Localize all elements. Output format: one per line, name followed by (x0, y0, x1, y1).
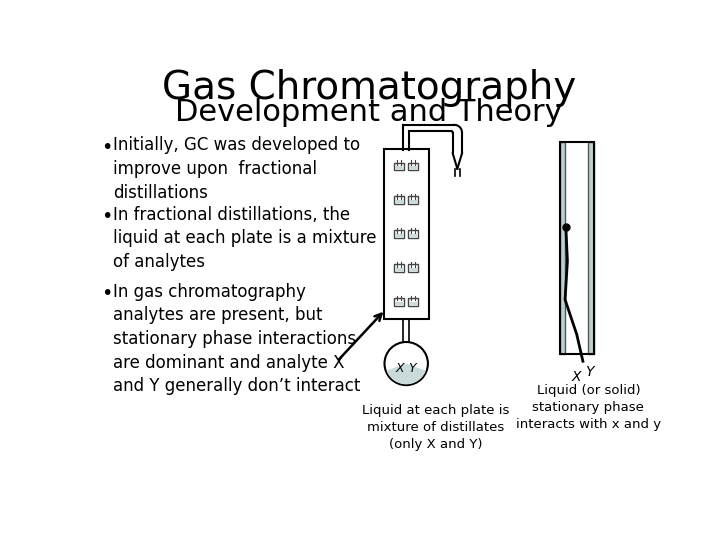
Bar (408, 163, 418, 170)
Bar (408, 264, 418, 272)
Bar (409, 200, 418, 204)
Text: Y: Y (408, 362, 415, 375)
Text: •: • (102, 207, 113, 226)
Bar (394, 298, 404, 306)
Bar (395, 301, 403, 305)
Text: Liquid at each plate is
mixture of distillates
(only X and Y): Liquid at each plate is mixture of disti… (362, 403, 509, 450)
Bar (409, 166, 418, 170)
Text: Liquid (or solid)
stationary phase
interacts with x and y: Liquid (or solid) stationary phase inter… (516, 384, 661, 431)
Text: X: X (396, 362, 405, 375)
Bar (394, 264, 404, 272)
Bar (565, 142, 588, 354)
Text: Y: Y (585, 365, 593, 379)
Text: Initially, GC was developed to
improve upon  fractional
distillations: Initially, GC was developed to improve u… (113, 137, 361, 201)
Bar (394, 163, 404, 170)
Bar (395, 234, 403, 237)
Text: In gas chromatography
analytes are present, but
stationary phase interactions
ar: In gas chromatography analytes are prese… (113, 283, 361, 395)
Bar (394, 231, 404, 238)
Text: •: • (102, 284, 113, 303)
Text: •: • (102, 138, 113, 157)
Bar (394, 197, 404, 204)
Text: In fractional distillations, the
liquid at each plate is a mixture
of analytes: In fractional distillations, the liquid … (113, 206, 377, 271)
Wedge shape (387, 363, 426, 384)
Text: Gas Chromatography: Gas Chromatography (162, 69, 576, 107)
Bar (395, 268, 403, 271)
Bar (395, 200, 403, 204)
Bar (588, 142, 594, 354)
Bar (409, 234, 418, 237)
Bar (559, 142, 594, 354)
Text: X: X (572, 370, 582, 384)
Bar (408, 298, 418, 306)
Text: Development and Theory: Development and Theory (175, 98, 563, 127)
Bar (559, 142, 565, 354)
Bar (409, 301, 418, 305)
Bar (408, 231, 418, 238)
Bar (384, 150, 428, 319)
Bar (395, 166, 403, 170)
Circle shape (384, 342, 428, 385)
Bar (409, 268, 418, 271)
Bar (408, 197, 418, 204)
